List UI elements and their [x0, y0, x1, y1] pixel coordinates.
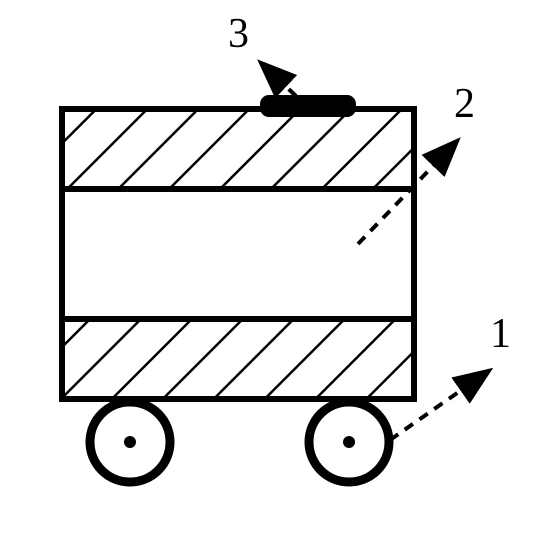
- label-3: 3: [228, 10, 249, 58]
- arrow-3: [260, 62, 296, 96]
- top-band: [65, 112, 411, 189]
- top-bar: [260, 95, 356, 117]
- bottom-band: [65, 319, 411, 396]
- wheel-left: [90, 402, 170, 482]
- wheel-right: [309, 402, 389, 482]
- label-2: 2: [454, 80, 475, 128]
- label-1: 1: [490, 310, 511, 358]
